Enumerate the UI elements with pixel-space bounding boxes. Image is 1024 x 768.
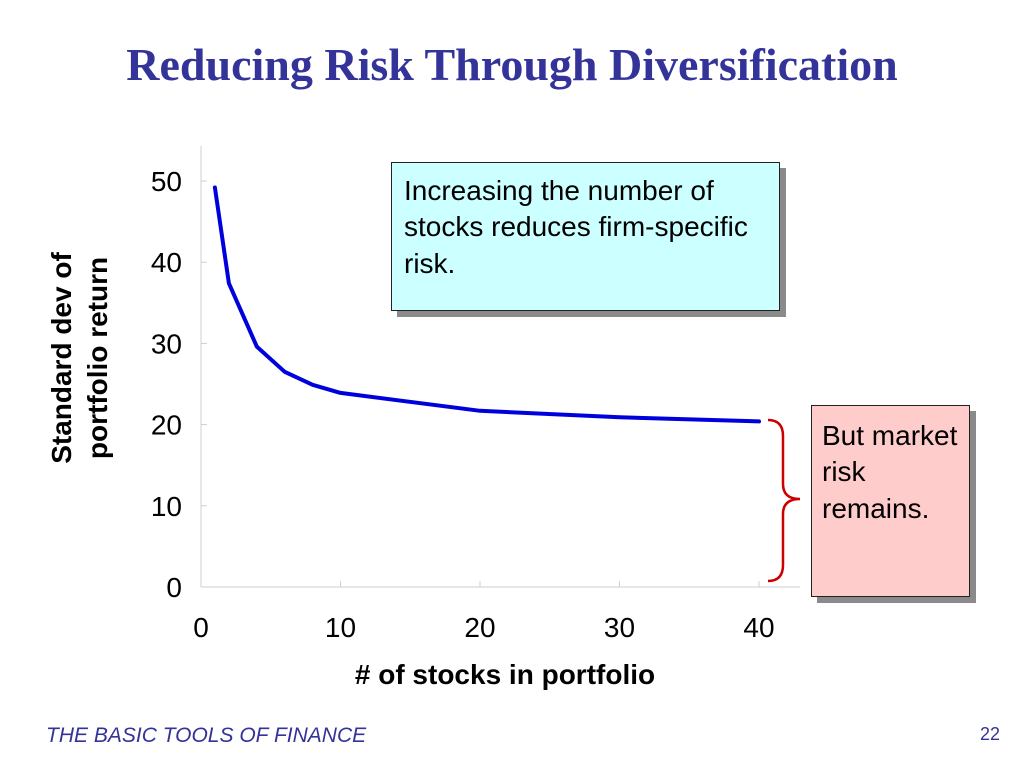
market-risk-callout: But market risk remains. xyxy=(811,405,970,597)
y-tick-label: 30 xyxy=(151,328,182,359)
market-risk-brace xyxy=(767,418,801,583)
y-tick-label: 50 xyxy=(151,166,182,197)
y-tick-label: 0 xyxy=(166,572,182,603)
x-axis-label: # of stocks in portfolio xyxy=(355,659,655,690)
std-dev-series-line xyxy=(212,185,761,424)
y-axis-label-line: portfolio return xyxy=(82,257,113,459)
y-axis-label: Standard dev of portfolio return xyxy=(46,252,113,464)
y-tick-label: 40 xyxy=(151,247,182,278)
firm-specific-risk-callout: Increasing the number of stocks reduces … xyxy=(391,162,780,311)
y-axis-label-line: Standard dev of xyxy=(46,252,77,464)
x-tick-label: 10 xyxy=(325,612,356,643)
x-tick-label: 20 xyxy=(464,612,495,643)
page-number: 22 xyxy=(979,724,1000,744)
y-tick-label: 20 xyxy=(151,410,182,441)
x-tick-label: 30 xyxy=(604,612,635,643)
x-tick-label: 0 xyxy=(193,612,209,643)
slide-title: Reducing Risk Through Diversification xyxy=(126,39,898,90)
x-tick-label: 40 xyxy=(743,612,774,643)
footer-text: THE BASIC TOOLS OF FINANCE xyxy=(46,724,367,747)
y-tick-label: 10 xyxy=(151,491,182,522)
